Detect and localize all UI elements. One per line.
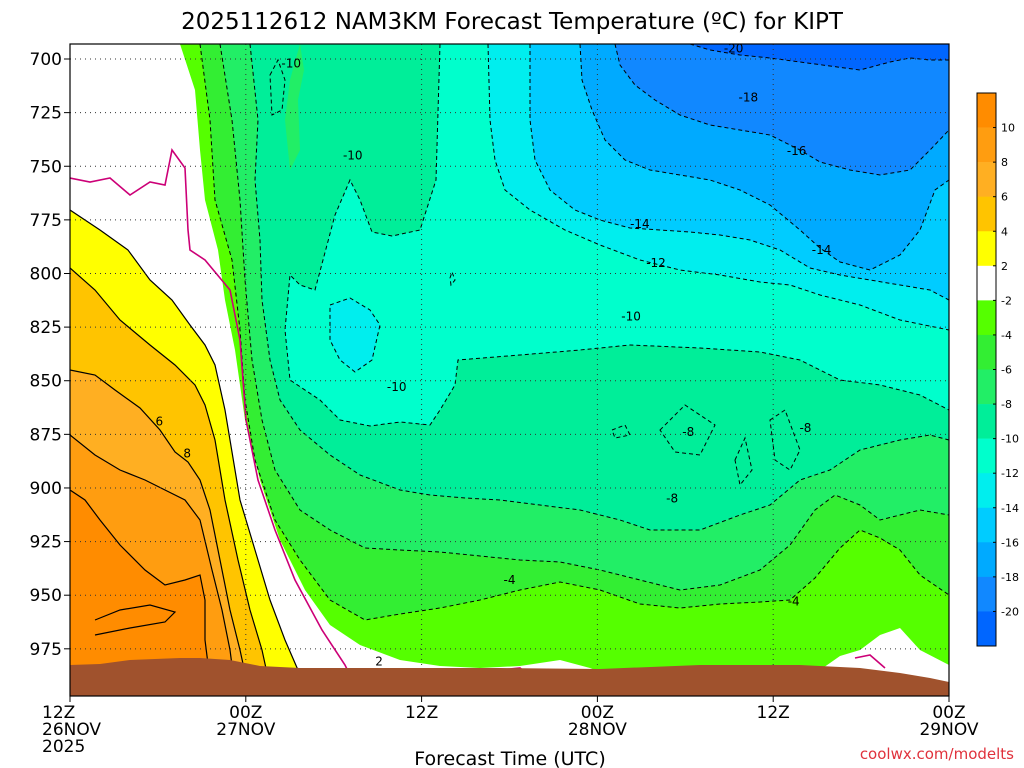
colorbar-swatch (977, 127, 996, 163)
colorbar-swatch (977, 369, 996, 405)
contour-label: -4 (788, 595, 800, 609)
y-tick-label: 950 (30, 586, 62, 606)
contour-label: -4 (504, 573, 516, 587)
y-tick-label: 750 (30, 157, 62, 177)
colorbar-tick-label: 6 (1001, 191, 1008, 204)
contour-label: -18 (738, 91, 758, 105)
y-tick-label: 725 (30, 104, 62, 124)
x-tick-label: 28NOV (568, 720, 627, 740)
contour-label: -8 (682, 425, 694, 439)
colorbar-tick-label: -8 (1001, 398, 1012, 411)
contour-label: 8 (183, 447, 191, 461)
x-tick-label: 00Z (932, 703, 965, 723)
contour-label: -14 (812, 243, 832, 257)
x-tick-label: 2025 (42, 737, 85, 757)
x-tick-label: 26NOV (42, 720, 101, 740)
colorbar-swatch (977, 507, 996, 543)
colorbar-tick-label: -10 (1001, 433, 1019, 446)
y-tick-label: 975 (30, 640, 62, 660)
colorbar-swatch (977, 334, 996, 370)
contour-label: 6 (156, 414, 164, 428)
colorbar-swatch (977, 231, 996, 267)
colorbar-swatch (977, 196, 996, 232)
field-minus-18-to-20 (615, 44, 949, 175)
contour-label: -8 (799, 421, 811, 435)
contour-label: -10 (621, 309, 641, 323)
contour-label: -8 (666, 492, 678, 506)
colorbar-tick-label: -6 (1001, 364, 1012, 377)
contour-label: -10 (387, 380, 407, 394)
terrain-surface (70, 658, 949, 696)
colorbar-swatch (977, 265, 996, 301)
field-minus-4-to-6 (70, 44, 949, 696)
colorbar-swatch (977, 611, 996, 647)
colorbar-tick-label: -16 (1001, 536, 1019, 549)
colorbar: 10 8 6 4 2 -2 -4 -6 -8 -10 -12 -14 -16 -18 -20 (976, 92, 1019, 647)
contour-label: -14 (630, 217, 650, 231)
chart-title: 2025112612 NAM3KM Forecast Temperature (… (181, 9, 844, 35)
positive-isotherms (70, 209, 299, 696)
colorbar-swatch (977, 473, 996, 509)
y-tick-label: 850 (30, 372, 62, 392)
contour-label: -20 (724, 41, 744, 55)
colorbar-tick-label: -18 (1001, 571, 1019, 584)
y-tick-label: 800 (30, 264, 62, 284)
x-tick-label: 00Z (229, 703, 262, 723)
x-tick-label: 12Z (42, 703, 75, 723)
y-tick-label: 825 (30, 318, 62, 338)
contour-label: -16 (787, 144, 807, 158)
x-tick-label: 29NOV (919, 720, 978, 740)
grid (70, 44, 949, 696)
plot-area (70, 44, 949, 696)
colorbar-swatch (977, 404, 996, 439)
x-tick-label: 00Z (581, 703, 614, 723)
colorbar-swatch (977, 93, 996, 128)
plot-frame (69, 43, 950, 697)
colorbar-tick-label: 2 (1001, 260, 1008, 273)
x-tick-label: 27NOV (216, 720, 275, 740)
colorbar-tick-label: 10 (1001, 122, 1015, 135)
y-axis: 700 725 750 775 800 825 850 875 900 925 950 975 (30, 50, 70, 660)
contour-label: 2 (375, 655, 383, 669)
colorbar-tick-label: -14 (1001, 502, 1019, 515)
colorbar-swatch (977, 300, 996, 336)
y-tick-label: 875 (30, 425, 62, 445)
x-tick-label: 12Z (757, 703, 790, 723)
contour-label: -12 (646, 256, 666, 270)
colorbar-tick-label: 8 (1001, 156, 1008, 169)
contour-label: -10 (281, 56, 301, 70)
y-tick-label: 700 (30, 50, 62, 70)
colorbar-tick-label: 4 (1001, 225, 1008, 238)
colorbar-tick-label: -12 (1001, 467, 1019, 480)
x-axis-title: Forecast Time (UTC) (414, 748, 605, 768)
credit-text: coolwx.com/modelts (860, 745, 1014, 763)
y-tick-label: 775 (30, 211, 62, 231)
colorbar-swatch (977, 162, 996, 197)
colorbar-tick-label: -4 (1001, 329, 1012, 342)
colorbar-swatch (977, 438, 996, 474)
colorbar-tick-label: -20 (1001, 605, 1019, 618)
colorbar-swatch (977, 542, 996, 578)
colorbar-tick-label: -2 (1001, 294, 1012, 307)
y-tick-label: 900 (30, 479, 62, 499)
x-tick-label: 12Z (405, 703, 438, 723)
colorbar-swatch (977, 576, 996, 612)
y-tick-label: 925 (30, 533, 62, 553)
contour-labels: -10 -10 -10 -20 -18 -16 -14 -14 -12 -10 -8 -8 -8 -4 -4… (156, 41, 832, 669)
contour-label: -10 (343, 149, 363, 163)
